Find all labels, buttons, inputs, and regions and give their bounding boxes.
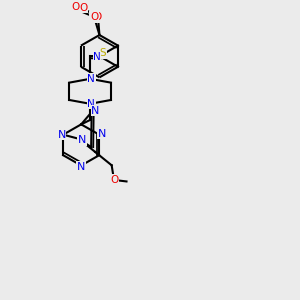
Text: N: N: [77, 162, 86, 172]
Text: N: N: [87, 99, 95, 109]
Text: N: N: [91, 106, 99, 116]
Text: N: N: [78, 135, 86, 145]
Text: N: N: [58, 130, 66, 140]
Text: O: O: [90, 11, 98, 22]
Text: N: N: [87, 74, 95, 84]
Text: O: O: [110, 175, 118, 185]
Text: O: O: [79, 3, 87, 13]
Text: S: S: [100, 48, 106, 58]
Text: O: O: [71, 2, 79, 12]
Text: N: N: [98, 129, 106, 139]
Text: O: O: [94, 12, 102, 22]
Text: N: N: [93, 52, 101, 62]
